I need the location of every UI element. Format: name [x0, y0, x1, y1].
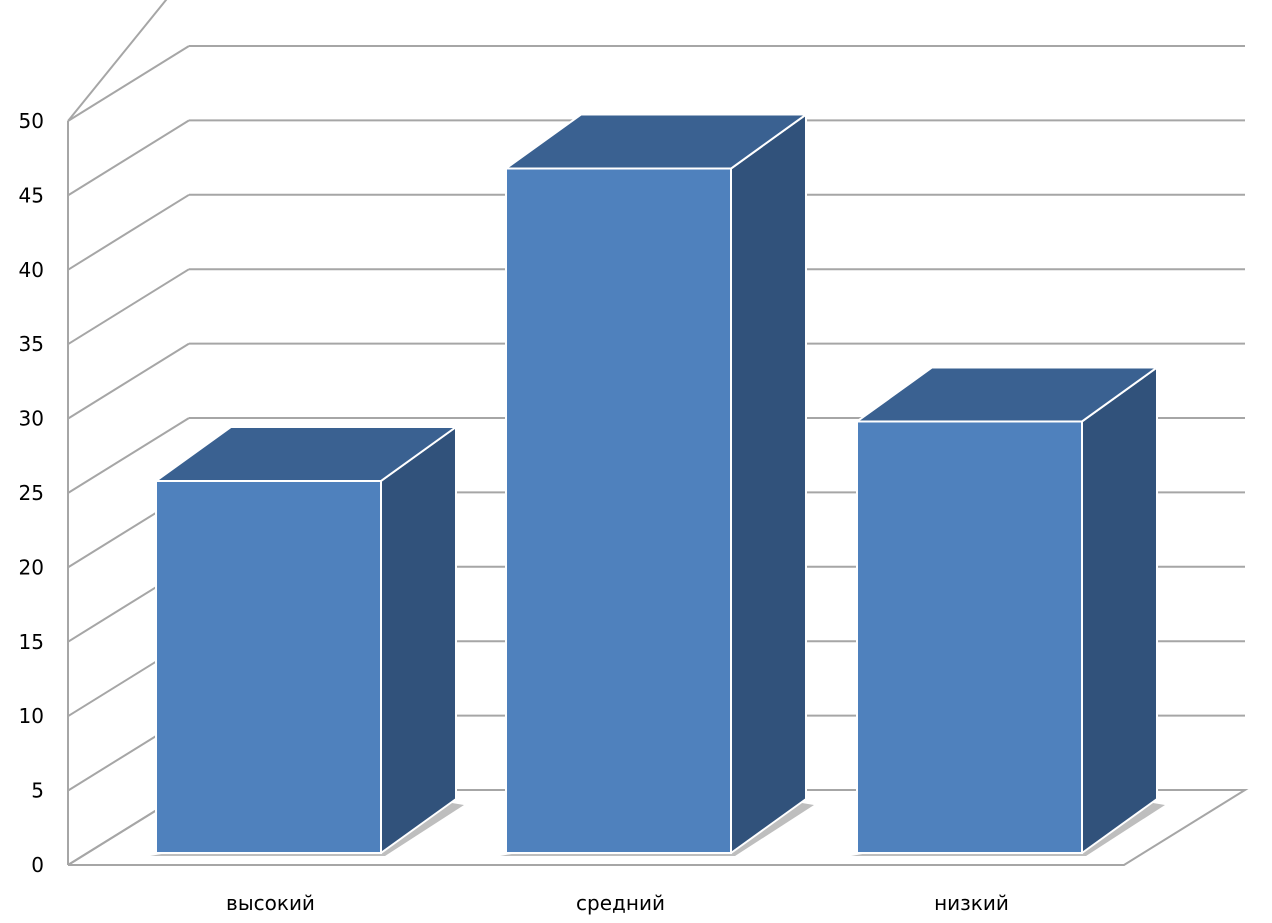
x-tick-label: низкий	[934, 891, 1009, 915]
bar-side	[1081, 366, 1158, 854]
y-tick-label: 35	[19, 332, 44, 356]
y-tick-label: 50	[19, 109, 44, 133]
bar	[155, 480, 382, 854]
side-gridline	[67, 193, 190, 271]
bar	[505, 167, 732, 854]
bar	[856, 420, 1083, 854]
y-tick-label: 30	[19, 407, 44, 431]
y-tick-label: 20	[19, 555, 44, 579]
side-gridline	[67, 268, 190, 346]
bar-side	[730, 113, 807, 854]
side-gridline	[67, 119, 190, 197]
side-gridline	[67, 417, 190, 494]
y-tick-label: 0	[31, 853, 44, 877]
x-tick-label: средний	[576, 891, 665, 915]
y-tick-label: 5	[31, 779, 44, 803]
y-tick-label: 10	[19, 704, 44, 728]
y-tick-label: 40	[19, 258, 44, 282]
y-tick-label: 45	[19, 183, 44, 207]
side-gridline	[67, 0, 168, 122]
side-gridline	[67, 45, 190, 122]
floor-outline	[67, 789, 1249, 866]
y-tick-label: 15	[19, 630, 44, 654]
side-gridline	[67, 342, 190, 420]
y-tick-label: 25	[19, 481, 44, 505]
x-tick-label: высокий	[226, 891, 315, 915]
bar-side	[380, 426, 457, 854]
